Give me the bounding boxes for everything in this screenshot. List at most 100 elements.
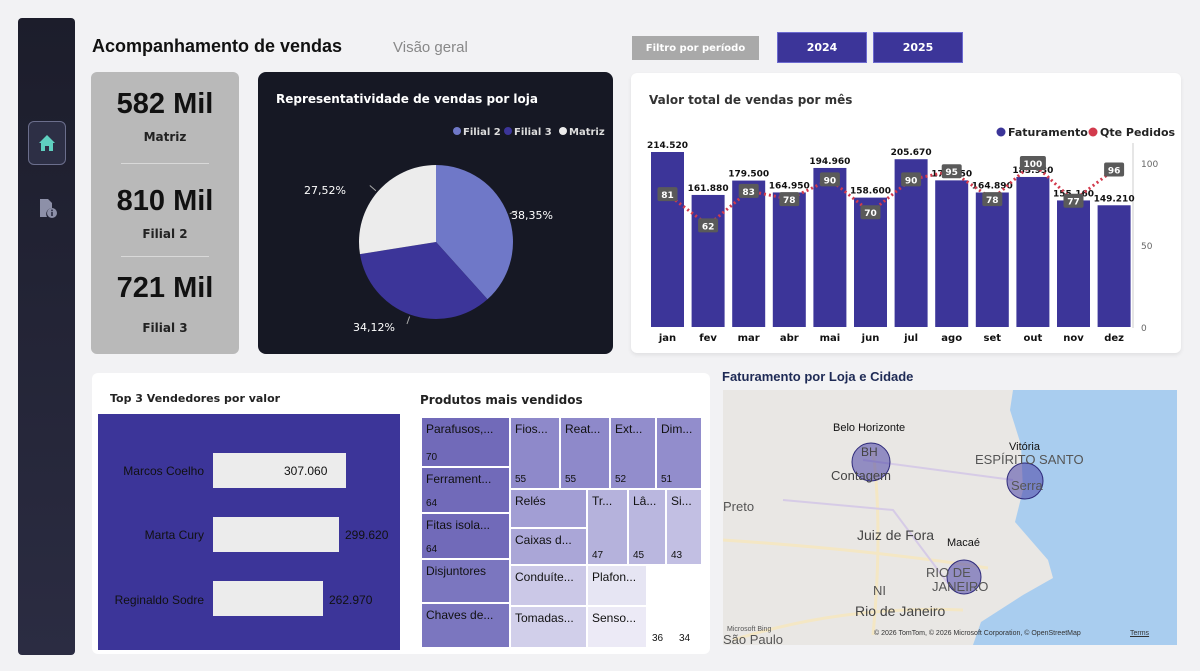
line-data-label-bg [1104, 162, 1125, 177]
document-info-icon [40, 199, 57, 218]
treemap-cell[interactable]: Senso... [587, 606, 647, 648]
nav-home-button[interactable] [28, 121, 66, 165]
pie-leader-line [406, 316, 411, 325]
line-data-label-bg [941, 164, 962, 179]
page-subtitle: Visão geral [393, 39, 468, 56]
year-2025-button[interactable]: 2025 [873, 32, 963, 63]
treemap-cell[interactable]: Ferrament... 64 [421, 467, 510, 513]
x-tick-label: jun [861, 333, 880, 344]
map-label-serra: Serra [1011, 478, 1043, 493]
bar[interactable] [691, 194, 725, 327]
bar[interactable] [732, 180, 766, 327]
nav-report-button[interactable] [28, 186, 66, 230]
bar[interactable] [1097, 205, 1131, 327]
treemap-cell[interactable]: Relés [510, 489, 587, 528]
bar-data-label: 161.880 [688, 184, 729, 194]
treemap-cell[interactable]: Reat... 55 [560, 417, 610, 489]
x-tick-label: dez [1104, 333, 1124, 344]
bar-data-label: 164.890 [972, 181, 1013, 191]
treemap-cell[interactable]: Dim... 51 [656, 417, 702, 489]
page-title: Acompanhamento de vendas [92, 36, 343, 56]
line-data-label: 90 [905, 176, 918, 186]
bar[interactable] [935, 180, 969, 327]
seller-name: Marta Cury [144, 528, 204, 542]
pie-data-label: 34,12% [353, 321, 395, 334]
kpi-matriz-label: Matriz [143, 130, 187, 144]
treemap-cell[interactable]: Tr... 47 [587, 489, 628, 565]
bar[interactable] [1016, 176, 1050, 327]
treemap-cell[interactable]: Parafusos,... 70 [421, 417, 510, 467]
bar[interactable] [1057, 200, 1090, 327]
map-label-rio-estado2: JANEIRO [932, 579, 989, 594]
treemap-cell[interactable]: Chaves de... [421, 603, 510, 648]
treemap-cell[interactable]: 34 [674, 565, 702, 648]
line-data-label: 90 [824, 176, 837, 186]
top-sellers-panel: Marcos Coelho 307.060 Marta Cury 299.620… [98, 414, 400, 650]
x-tick-label: nov [1063, 333, 1084, 344]
pie-slice[interactable] [359, 242, 488, 319]
map[interactable]: Belo Horizonte BH Contagem Vitória ESPÍR… [723, 390, 1177, 645]
home-icon [39, 135, 55, 151]
bar-chart-title: Valor total de vendas por mês [649, 93, 853, 107]
map-terrain [723, 390, 1177, 645]
seller-name: Reginaldo Sodre [114, 593, 204, 607]
kpi-filial3-label: Filial 3 [142, 321, 188, 335]
x-tick-label: set [984, 333, 1002, 344]
y2-tick-label: 100 [1141, 160, 1158, 170]
year-2024-button[interactable]: 2024 [777, 32, 867, 63]
bar-data-label: 183.930 [1012, 166, 1053, 176]
legend-label[interactable]: Faturamento [1008, 126, 1088, 139]
treemap-cell[interactable]: Si... 43 [666, 489, 702, 565]
treemap-cell[interactable]: Disjuntores [421, 559, 510, 603]
bar[interactable] [813, 167, 847, 327]
legend-label[interactable]: Qte Pedidos [1100, 126, 1175, 139]
treemap-cell[interactable]: Caixas d... [510, 528, 587, 565]
treemap-cell[interactable]: Tomadas... [510, 606, 587, 648]
line-data-label: 78 [783, 196, 796, 206]
bar[interactable] [772, 192, 806, 327]
treemap-cell[interactable]: Fitas isola... 64 [421, 513, 510, 559]
treemap-cell[interactable]: Lâ... 45 [628, 489, 666, 565]
map-terms-link[interactable]: Terms [1130, 630, 1150, 637]
legend-marker [453, 127, 461, 135]
seller-value: 262.970 [329, 593, 373, 607]
treemap-cell[interactable]: Ext... 52 [610, 417, 656, 489]
y2-tick-label: 0 [1141, 324, 1147, 334]
line-data-label: 62 [702, 222, 715, 232]
legend-label[interactable]: Filial 3 [514, 127, 552, 138]
treemap-cell[interactable]: Fios... 55 [510, 417, 560, 489]
line-data-label: 77 [1067, 198, 1080, 208]
bar[interactable] [651, 152, 684, 327]
seller-bar [213, 581, 323, 616]
treemap-cell[interactable]: Plafon... [587, 565, 647, 606]
pie-slice[interactable] [359, 165, 436, 255]
pie-slice[interactable] [436, 165, 513, 300]
map-label-bh-abbr: BH [861, 445, 878, 459]
bar-data-label: 214.520 [647, 141, 688, 151]
bar-data-label: 205.670 [891, 148, 932, 158]
x-tick-label: mai [820, 333, 841, 344]
kpi-divider [121, 256, 209, 257]
seller-value: 299.620 [345, 528, 389, 542]
kpi-divider [121, 163, 209, 164]
bottom-card: Top 3 Vendedores por valor Marcos Coelho… [92, 373, 710, 654]
treemap-cell[interactable]: 36 [647, 565, 674, 648]
seller-value: 307.060 [284, 464, 328, 478]
bing-logo: Microsoft Bing [727, 626, 772, 633]
line-data-label: 96 [1108, 167, 1121, 177]
bar-data-label: 194.960 [809, 157, 850, 167]
line-data-label-bg [1019, 156, 1046, 170]
pie-chart-card: Representatividade de vendas por loja 38… [258, 72, 613, 354]
treemap-cell[interactable]: Conduíte... [510, 565, 587, 606]
line-data-label-bg [1063, 193, 1084, 208]
legend-label[interactable]: Filial 2 [463, 127, 501, 138]
x-tick-label: out [1024, 333, 1043, 344]
bar[interactable] [975, 192, 1009, 327]
map-title: Faturamento por Loja e Cidade [722, 369, 914, 384]
legend-label[interactable]: Matriz [569, 127, 605, 138]
bar-data-label: 164.950 [769, 181, 810, 191]
legend-marker [559, 127, 567, 135]
map-label-rio-de-janeiro: Rio de Janeiro [855, 603, 946, 619]
map-label-espirito-santo: ESPÍRITO SANTO [975, 452, 1084, 467]
map-label-contagem: Contagem [831, 468, 891, 483]
